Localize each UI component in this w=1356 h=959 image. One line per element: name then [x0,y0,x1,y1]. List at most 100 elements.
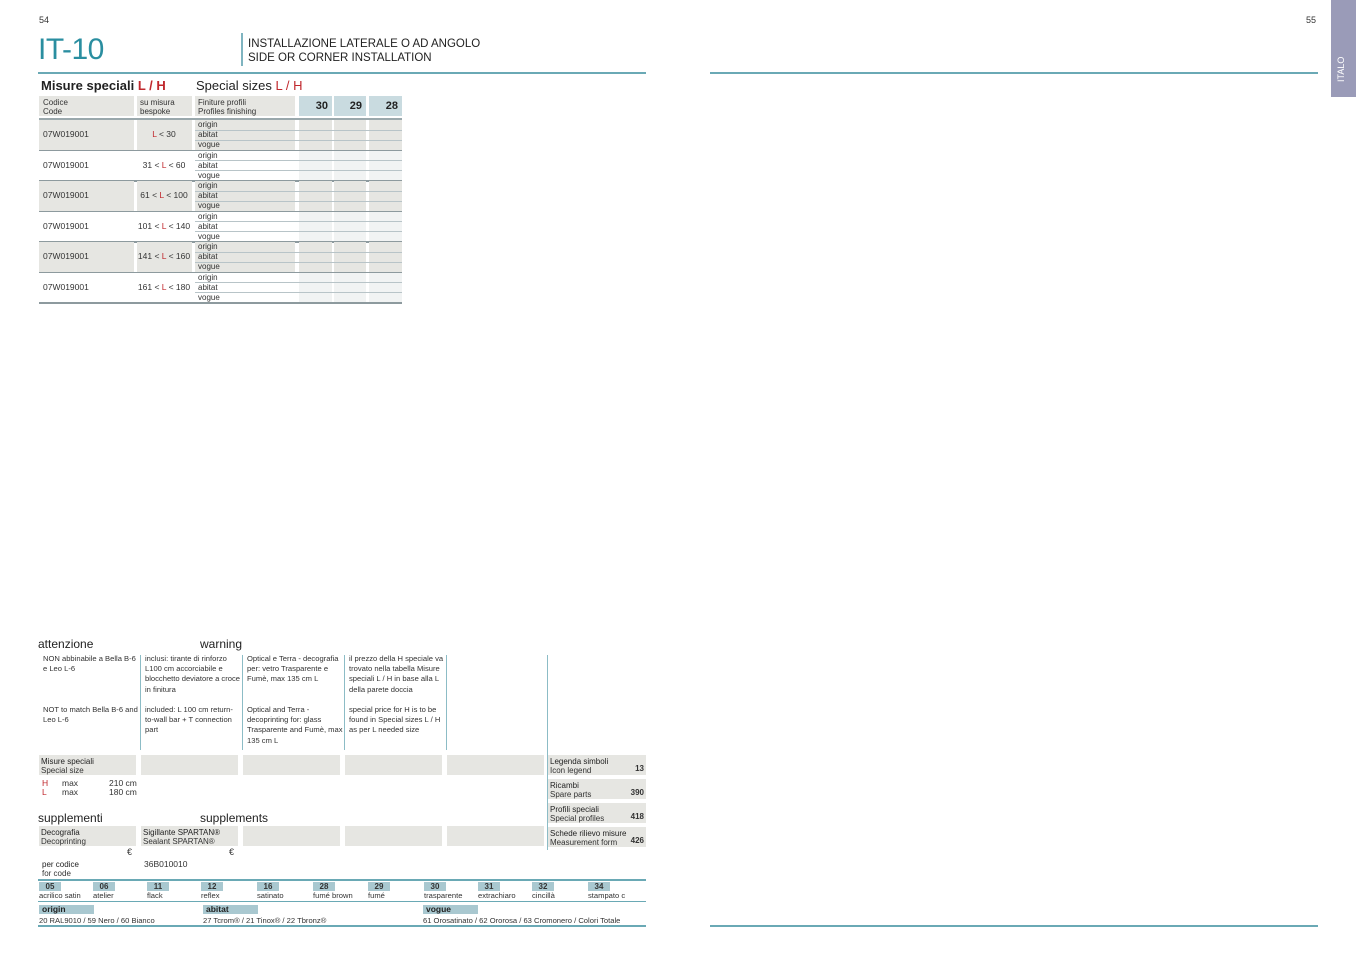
cell-bg [334,181,366,211]
finish-abitat: abitat [198,252,218,261]
row-code: 07W019001 [43,159,89,170]
glass-type: 05 acrilico satin [39,882,81,900]
empty-box [447,755,544,775]
cell-bg [369,181,402,211]
row-line [39,241,402,243]
footer-rule [38,925,646,927]
empty-box [345,755,442,775]
cell-bg [91,120,134,150]
header-bespoke: su misura bespoke [137,96,192,116]
glass-type: 30 trasparente [424,882,463,900]
reference-link[interactable]: Ricambi Spare parts 390 [548,779,646,799]
reference-link[interactable]: Profili speciali Special profiles 418 [548,803,646,823]
header-rule [38,72,646,74]
glass-rule [38,879,646,881]
page-title: IT-10 [38,33,104,66]
finish-abitat: abitat [198,160,218,170]
header-blank [91,96,134,116]
row-line [195,139,402,141]
divider [547,655,548,850]
glass-type: 32 cincillà [532,882,555,900]
row-line [195,200,402,202]
cell-bg [195,242,295,272]
row-line [195,221,402,222]
glass-type: 11 flack [147,882,169,900]
cell-bg [334,211,366,242]
finish-vogue: vogue [198,170,220,180]
glass-type: 28 fumé brown [313,882,353,900]
page-number-left: 54 [39,15,50,25]
empty-box [345,826,442,846]
row-line [195,292,402,293]
warning-note-it: Optical e Terra - decografia per: vetro … [247,654,339,684]
finish-origin: origin [198,211,218,221]
row-code: 07W019001 [43,220,89,231]
empty-box [141,755,238,775]
divider [140,655,141,750]
cell-bg [299,120,332,150]
cell-bg [369,272,402,303]
special-sizes-title-it: Misure speciali L / H [41,78,166,93]
cell-bg [369,211,402,242]
finish-abitat: abitat [198,191,218,200]
finish-abitat: abitat [198,130,218,139]
supplements-title-it: supplementi [38,811,103,825]
cell-bg [137,120,192,150]
profile-abitat: abitat 27 Tcrom® / 21 Tinox® / 22 Tbronz® [203,904,327,925]
cell-bg [91,181,134,211]
cell-bg [369,242,402,272]
reference-link[interactable]: Schede rilievo misure Measurement form 426 [548,827,646,847]
warning-note-it: NON abbinabile a Bella B-6 e Leo L-6 [43,654,136,674]
row-line [195,231,402,232]
row-code: 07W019001 [43,251,89,261]
reference-page: 426 [630,836,644,845]
finish-origin: origin [198,120,218,129]
empty-box [447,826,544,846]
cell-bg [334,242,366,272]
profile-vogue: vogue 61 Orosatinato / 62 Ororosa / 63 Cr… [423,904,621,925]
row-line [39,149,402,151]
header-col-28: 28 [369,96,402,116]
profile-origin: origin 20 RAL9010 / 59 Nero / 60 Bianco [39,904,155,925]
glass-type: 06 atelier [93,882,115,900]
row-line [39,271,402,273]
divider [241,33,243,66]
row-range: 61 < L < 100 [140,190,188,200]
row-line [195,160,402,161]
empty-box [243,826,340,846]
finish-vogue: vogue [198,292,220,302]
cell-bg [299,242,332,272]
row-range: 31 < L < 60 [142,159,186,170]
row-line [195,190,402,192]
warning-title-it: attenzione [38,637,94,651]
cell-bg [137,181,192,211]
row-code: 07W019001 [43,129,89,139]
currency: € [127,847,133,857]
cell-bg [195,181,295,211]
warning-note-en: included: L 100 cm return-to-wall bar + … [145,705,233,735]
finish-origin: origin [198,242,218,251]
row-range: 101 < L < 140 [137,220,191,231]
subtitle-en: SIDE OR CORNER INSTALLATION [248,52,432,64]
header-rule-right [710,72,1318,74]
row-line [195,251,402,253]
cell-bg [369,120,402,150]
header-finishing: Finiture profili Profiles finishing [195,96,295,116]
finish-abitat: abitat [198,221,218,231]
header-rule [39,118,402,120]
divider [446,655,447,750]
warning-note-en: NOT to match Bella B-6 and Leo L-6 [43,705,138,725]
special-sizes-title-en: Special sizes L / H [196,78,303,93]
page-number-right: 55 [1306,15,1317,25]
glass-type: 12 reflex [201,882,223,900]
supplement-sealant: Sigillante SPARTAN® Sealant SPARTAN® [141,826,238,846]
reference-link[interactable]: Legenda simboli Icon legend 13 [548,755,646,775]
row-range: L < 30 [152,129,176,139]
cell-bg [299,181,332,211]
supplements-title-en: supplements [200,811,269,825]
side-tab-label: ITALO [1336,56,1346,82]
reference-page: 13 [635,764,644,773]
row-line [195,170,402,171]
row-code: 07W019001 [43,190,89,200]
